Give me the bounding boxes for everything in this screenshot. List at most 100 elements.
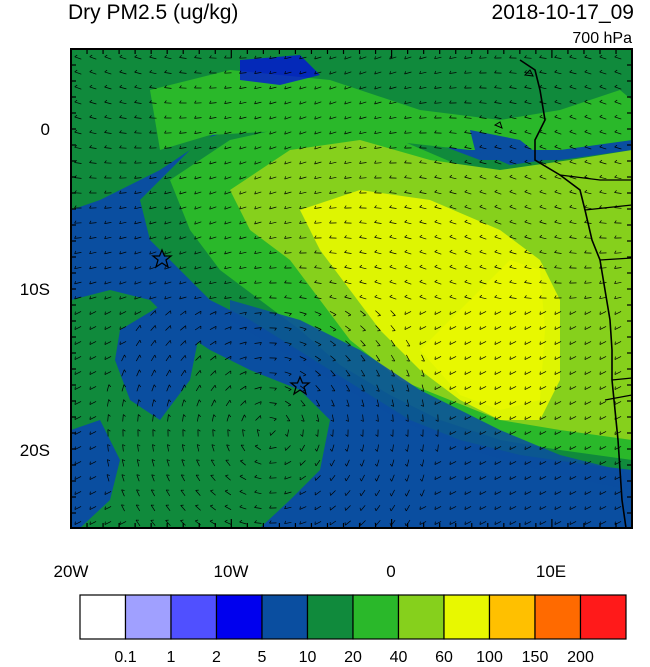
wind-barb-flag <box>344 86 346 90</box>
wind-barb-flag <box>584 54 588 58</box>
wind-barb <box>464 147 472 149</box>
wind-barb <box>106 384 110 392</box>
wind-barb-flag <box>569 386 571 390</box>
wind-barb <box>494 506 502 510</box>
wind-barb <box>599 461 607 465</box>
wind-barb <box>239 236 247 240</box>
wind-barb <box>554 326 562 330</box>
lon-label-10e: 10E <box>535 562 567 581</box>
wind-barb <box>119 251 127 255</box>
wind-barb <box>434 281 442 285</box>
wind-barb-flag <box>284 265 287 269</box>
wind-barb <box>209 505 217 511</box>
wind-barb-flag <box>599 416 601 420</box>
wind-barb-flag <box>269 505 272 509</box>
wind-barb <box>449 326 457 330</box>
wind-barb <box>209 266 217 270</box>
wind-barb-flag <box>449 461 451 465</box>
wind-barb <box>405 339 411 347</box>
wind-barb-flag <box>288 389 292 392</box>
wind-barb-flag <box>285 434 288 437</box>
wind-barb-flag <box>239 176 241 180</box>
wind-barb <box>584 131 592 135</box>
wind-barb <box>539 251 547 255</box>
wind-barb-flag <box>299 521 301 525</box>
wind-barb <box>179 310 187 316</box>
wind-barb-flag <box>299 101 301 105</box>
wind-barb-flag <box>254 146 256 150</box>
wind-barb-flag <box>554 69 558 73</box>
wind-barb-flag <box>273 418 277 422</box>
wind-barb-flag <box>599 159 603 163</box>
wind-barb <box>569 116 577 120</box>
wind-barb <box>299 222 307 224</box>
wind-barb-flag <box>584 69 588 73</box>
wind-barb <box>254 251 262 255</box>
wind-barb <box>239 206 247 210</box>
wind-barb <box>284 371 292 375</box>
colorbar-swatch <box>124 594 172 640</box>
wind-barb <box>107 399 109 407</box>
wind-barb <box>344 267 352 269</box>
wind-barb-flag <box>119 69 123 73</box>
wind-barb <box>344 177 352 179</box>
wind-barb <box>119 221 127 225</box>
wind-barb <box>329 325 337 331</box>
wind-barb-flag <box>419 160 422 163</box>
wind-barb <box>524 386 532 390</box>
wind-barb-flag <box>134 220 137 225</box>
wind-barb <box>392 414 394 422</box>
wind-barb-flag <box>374 175 377 179</box>
wind-barb-flag <box>299 265 302 269</box>
wind-barb <box>254 522 262 524</box>
wind-barb-flag <box>479 491 481 495</box>
wind-barb-flag <box>494 386 496 390</box>
lat-label-10s: 10S <box>19 280 50 299</box>
wind-barb <box>344 86 352 90</box>
wind-barb-flag <box>347 314 352 317</box>
wind-barb <box>359 162 367 164</box>
wind-barb-flag <box>134 205 137 209</box>
wind-barb <box>269 161 277 165</box>
wind-barb-flag <box>164 145 167 149</box>
wind-barb <box>345 384 351 392</box>
wind-barb-flag <box>299 235 302 239</box>
wind-barb <box>314 490 322 496</box>
wind-barb-flag <box>184 369 187 374</box>
wind-barb <box>419 71 427 75</box>
wind-barb-flag <box>584 189 588 193</box>
wind-barb <box>314 191 322 195</box>
wind-barb <box>269 191 277 195</box>
wind-barb-flag <box>119 160 122 164</box>
lon-label-0: 0 <box>386 562 396 581</box>
wind-barb <box>377 414 379 422</box>
wind-barb <box>119 266 127 270</box>
wind-barb-flag <box>179 296 182 300</box>
wind-barb-flag <box>344 71 346 75</box>
wind-barb <box>299 475 307 481</box>
wind-barb-flag <box>554 114 558 118</box>
wind-barb-flag <box>89 205 92 209</box>
wind-barb <box>494 296 502 300</box>
wind-barb <box>524 461 532 465</box>
wind-barb <box>74 237 82 239</box>
wind-barb-flag <box>554 446 556 450</box>
wind-barb <box>539 431 547 435</box>
wind-barb <box>225 399 231 407</box>
wind-barb-flag <box>389 145 392 149</box>
wind-barb-flag <box>584 84 588 88</box>
wind-barb-flag <box>240 459 244 462</box>
wind-barb <box>569 252 577 254</box>
wind-barb <box>375 340 381 346</box>
wind-barb <box>136 369 140 377</box>
wind-barb <box>404 56 412 60</box>
wind-barb-flag <box>554 491 556 495</box>
wind-barb-flag <box>434 160 437 163</box>
wind-barb <box>106 459 110 467</box>
wind-barb-flag <box>74 114 78 118</box>
wind-barb <box>509 401 517 405</box>
wind-barb <box>74 491 82 495</box>
wind-barb-flag <box>119 521 121 525</box>
wind-barb <box>89 281 97 285</box>
wind-barb-flag <box>434 326 436 330</box>
